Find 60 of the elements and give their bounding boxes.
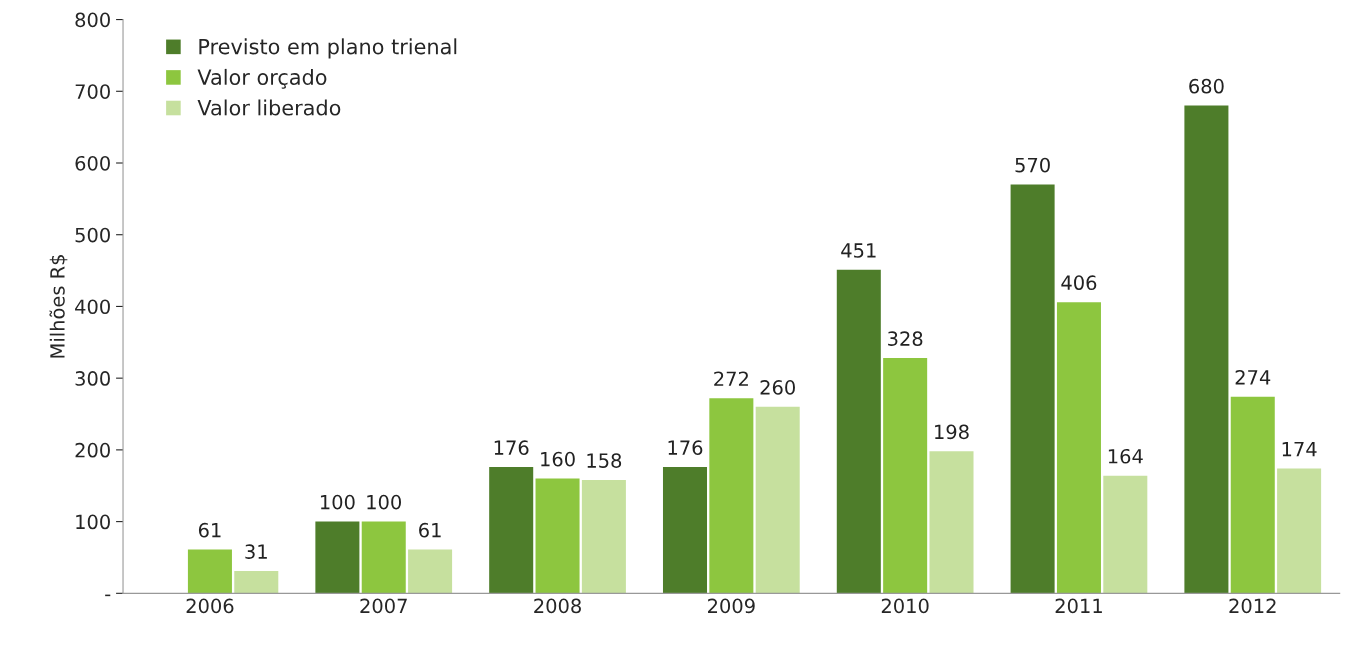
legend-label: Valor liberado	[197, 99, 341, 116]
bar	[1010, 184, 1055, 594]
y-tick-label: 400	[75, 299, 110, 315]
y-tick-label: 100	[76, 514, 110, 530]
data-label: 100	[367, 494, 401, 510]
y-axis-title: Milhões R$	[49, 255, 68, 358]
y-tick-label: 800	[75, 12, 110, 28]
bar	[755, 406, 800, 594]
bar	[709, 398, 754, 594]
data-label: 406	[1061, 275, 1097, 291]
x-tick-label: 2009	[708, 598, 755, 614]
bar	[315, 521, 360, 594]
data-label: 61	[419, 522, 441, 538]
y-tick-label: -	[105, 594, 111, 597]
x-tick-label: 2008	[534, 598, 581, 614]
x-tick-label: 2011	[1055, 598, 1102, 614]
bar	[929, 451, 974, 594]
bar	[1184, 105, 1229, 594]
legend-label: Valor orçado	[197, 68, 327, 89]
data-label: 160	[541, 451, 575, 467]
x-tick-label: 2012	[1229, 598, 1276, 614]
data-label: 164	[1108, 448, 1143, 464]
bar	[408, 549, 453, 594]
bar	[581, 480, 626, 594]
data-label: 61	[198, 522, 221, 538]
bar	[662, 467, 708, 594]
bar	[187, 549, 232, 594]
data-label: 174	[1282, 441, 1317, 457]
data-label: 31	[245, 544, 267, 559]
data-label: 176	[494, 440, 529, 455]
y-tick-label: 500	[75, 227, 110, 243]
bar	[361, 521, 406, 594]
x-tick-label: 2007	[360, 598, 407, 614]
data-label: 451	[841, 243, 876, 258]
bar	[535, 478, 580, 594]
y-tick-label: 300	[75, 371, 110, 386]
data-label: 198	[935, 424, 969, 440]
data-label: 158	[587, 453, 622, 468]
data-label: 260	[760, 380, 795, 395]
bar	[489, 467, 534, 594]
data-label: 328	[888, 331, 923, 346]
bar	[836, 269, 881, 594]
data-label: 274	[1235, 370, 1271, 385]
bar	[1103, 475, 1148, 594]
bar	[1056, 302, 1101, 594]
bar	[1230, 396, 1275, 594]
y-tick-label: 700	[75, 84, 110, 99]
x-tick-label: 2006	[186, 598, 234, 614]
bar	[1277, 468, 1322, 594]
legend-label: Previsto em plano trienal	[199, 38, 457, 59]
x-tick-label: 2010	[881, 598, 929, 614]
data-label: 100	[320, 494, 355, 510]
bar	[234, 571, 279, 594]
y-tick-label: 200	[75, 442, 110, 458]
data-label: 176	[668, 440, 703, 455]
data-label: 570	[1015, 157, 1050, 173]
data-label: 680	[1189, 78, 1224, 94]
data-label: 272	[714, 371, 748, 386]
bar	[883, 358, 928, 594]
y-tick-label: 600	[75, 155, 110, 171]
